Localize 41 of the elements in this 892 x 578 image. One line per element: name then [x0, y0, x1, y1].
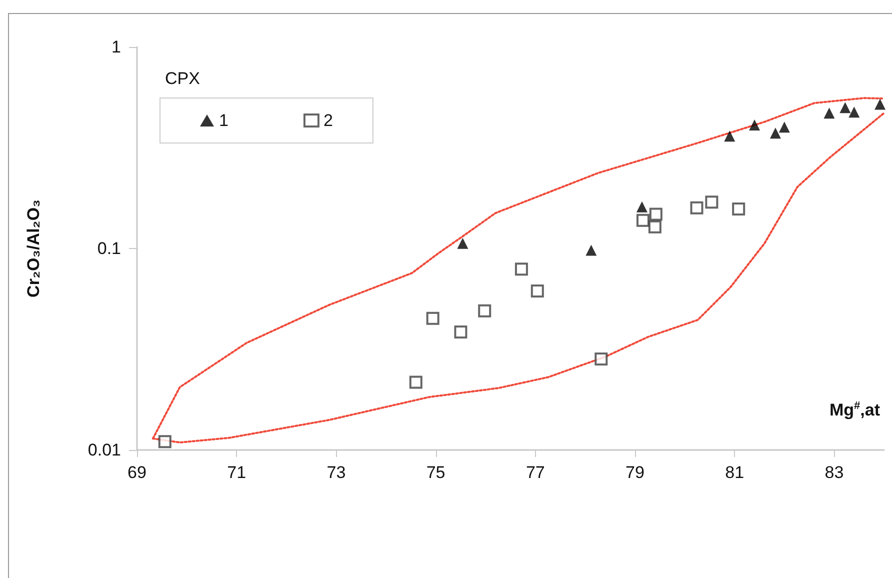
y-tick-label: 1 — [112, 38, 121, 56]
point — [158, 435, 172, 448]
legend-label: 2 — [323, 111, 333, 130]
point — [648, 220, 662, 234]
point — [594, 352, 608, 366]
x-tick-label: 83 — [824, 463, 844, 482]
point — [514, 262, 528, 276]
point — [690, 201, 704, 214]
point — [848, 106, 860, 118]
point — [840, 102, 851, 114]
x-tick-label: 71 — [227, 463, 246, 482]
x-axis-title: Mg$^{#}$,at — [829, 400, 880, 421]
point — [824, 108, 835, 119]
point — [649, 208, 662, 221]
point — [749, 120, 760, 131]
point — [586, 244, 597, 256]
x-tick-label: 75 — [426, 463, 446, 482]
point — [874, 98, 886, 110]
legend-label: 1 — [219, 111, 228, 130]
x-tick-label: 73 — [326, 463, 346, 482]
point — [457, 238, 468, 249]
point — [426, 312, 440, 325]
point — [530, 284, 544, 298]
point — [724, 130, 736, 142]
point — [732, 202, 746, 216]
point — [409, 376, 422, 389]
point — [454, 326, 468, 339]
x-tick-label: 81 — [725, 463, 744, 482]
legend-title: CPX — [165, 69, 200, 88]
point — [778, 122, 790, 133]
y-tick-label: 0.1 — [97, 239, 121, 258]
x-tick-label: 77 — [526, 463, 545, 482]
x-tick-label: 79 — [626, 463, 644, 482]
point — [770, 128, 781, 139]
y-axis-title: Cr₂O₃/Al₂O₃ — [24, 200, 43, 298]
point — [636, 201, 648, 212]
x-tick-label: 69 — [128, 463, 146, 482]
point — [478, 304, 492, 318]
y-tick-label: 0.01 — [88, 440, 121, 460]
point — [636, 214, 650, 227]
point — [705, 196, 718, 209]
